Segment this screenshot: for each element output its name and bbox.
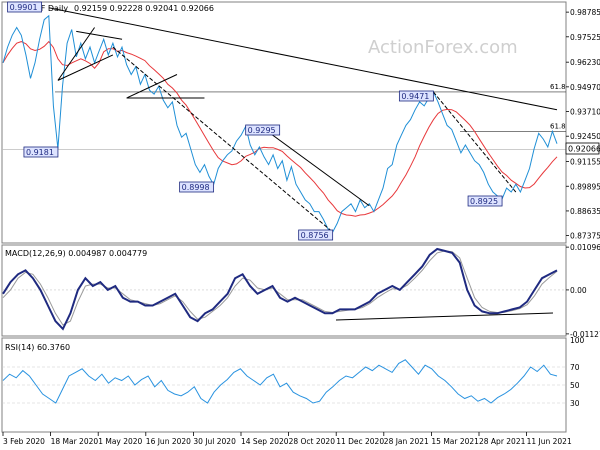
price-tick-label: 0.98785 [570, 8, 600, 17]
macd-label: MACD(12,26,9) 0.004987 0.004779 [5, 249, 147, 258]
level-tag-high: 0.9471 [401, 92, 429, 101]
channel-line [432, 91, 517, 193]
level-tag-low: 0.8998 [182, 183, 210, 192]
price-pane-frame [1, 1, 567, 244]
level-labels: 0.9901 0.9181 0.8998 0.9295 0.8756 0.9471 0.89… [7, 1, 503, 241]
level-tag-box [298, 229, 334, 241]
rsi-line [2, 359, 558, 404]
x-tick-label: 28 Apr 2021 [479, 437, 526, 446]
price-tick-label: 0.91155 [570, 158, 600, 167]
price-tick-label: 0.93710 [570, 108, 600, 117]
level-tag-box [7, 1, 42, 13]
long-term-trendline [48, 7, 558, 111]
fib-label: 61.8 [550, 83, 566, 91]
price-tick-label: 0.87375 [570, 232, 600, 241]
macd-pane: MACD(12,26,9) 0.004987 0.004779 0.010967… [1, 243, 600, 339]
price-tick-label: 0.89895 [570, 182, 600, 191]
price-tick-label: 0.97525 [570, 33, 600, 42]
price-pane: USDCHF Daily 0.92159 0.92228 0.92041 0.9… [1, 1, 600, 244]
level-tag-box [398, 90, 434, 102]
price-y-axis: 0.98785 0.97525 0.96230 0.94970 0.93710 0.924… [566, 8, 600, 241]
trendlines [48, 7, 558, 233]
macd-pane-frame [1, 244, 567, 337]
wedge-line [76, 30, 123, 40]
price-tick-label: 0.94970 [570, 83, 600, 92]
macd-tick-label: 0.010967 [570, 243, 600, 252]
wedge-line [57, 27, 95, 81]
level-tag-low: 0.9181 [26, 148, 54, 157]
x-tick-label: 1 May 2020 [98, 437, 142, 446]
macd-support-trendline [335, 312, 554, 321]
x-tick-label: 18 Mar 2020 [51, 437, 99, 446]
rsi-tick-label: 50 [570, 381, 580, 390]
x-tick-label: 30 Jul 2020 [193, 437, 236, 446]
rsi-label: RSI(14) 60.3760 [5, 343, 70, 352]
rsi-pane: RSI(14) 60.3760 100 70 50 30 [1, 336, 585, 433]
x-tick-label: 16 Jun 2020 [146, 437, 191, 446]
price-tick-label: 0.96230 [570, 58, 600, 67]
x-tick-label: 28 Oct 2020 [289, 437, 336, 446]
macd-tick-label: -0.01127 [570, 330, 600, 339]
price-tick-label: 0.88635 [570, 207, 600, 216]
level-tag-box [179, 181, 215, 193]
macd-tick-label: 0.00 [570, 286, 587, 295]
x-tick-label: 3 Feb 2020 [3, 437, 45, 446]
fib-label: 61.8 [550, 122, 566, 130]
macd-line [2, 247, 558, 331]
wedge-line [57, 54, 114, 81]
current-price-box [565, 142, 600, 155]
rsi-tick-label: 100 [570, 336, 585, 345]
x-tick-label: 15 Mar 2021 [431, 437, 479, 446]
level-tag-high: 0.9295 [248, 126, 276, 135]
x-tick-label: 28 Jan 2021 [384, 437, 429, 446]
ohlc-readout: 0.92159 0.92228 0.92041 0.92066 [74, 4, 214, 13]
moving-average-line [2, 40, 558, 217]
watermark: ActionForex.com [368, 37, 518, 58]
price-line [2, 14, 558, 233]
level-tag-box [245, 124, 281, 136]
rsi-tick-label: 70 [570, 363, 580, 372]
x-axis: 3 Feb 2020 18 Mar 2020 1 May 2020 16 Jun 20… [2, 432, 572, 446]
channel-line [259, 125, 370, 207]
x-tick-label: 14 Sep 2020 [241, 437, 289, 446]
level-tag-high: 0.9901 [10, 3, 38, 12]
wedge-line [126, 74, 178, 99]
current-price-label: 0.92066 [568, 145, 600, 154]
x-tick-label: 11 Jun 2021 [527, 437, 572, 446]
level-tag-low: 0.8925 [470, 197, 498, 206]
price-tick-label: 0.92450 [570, 132, 600, 141]
level-tag-box [467, 195, 503, 207]
rsi-tick-label: 30 [570, 399, 580, 408]
x-tick-label: 11 Dec 2020 [336, 437, 384, 446]
level-tag-box [23, 146, 59, 158]
level-tag-low: 0.8756 [301, 231, 329, 240]
macd-y-axis: 0.010967 0.00 -0.01127 [2, 243, 600, 339]
